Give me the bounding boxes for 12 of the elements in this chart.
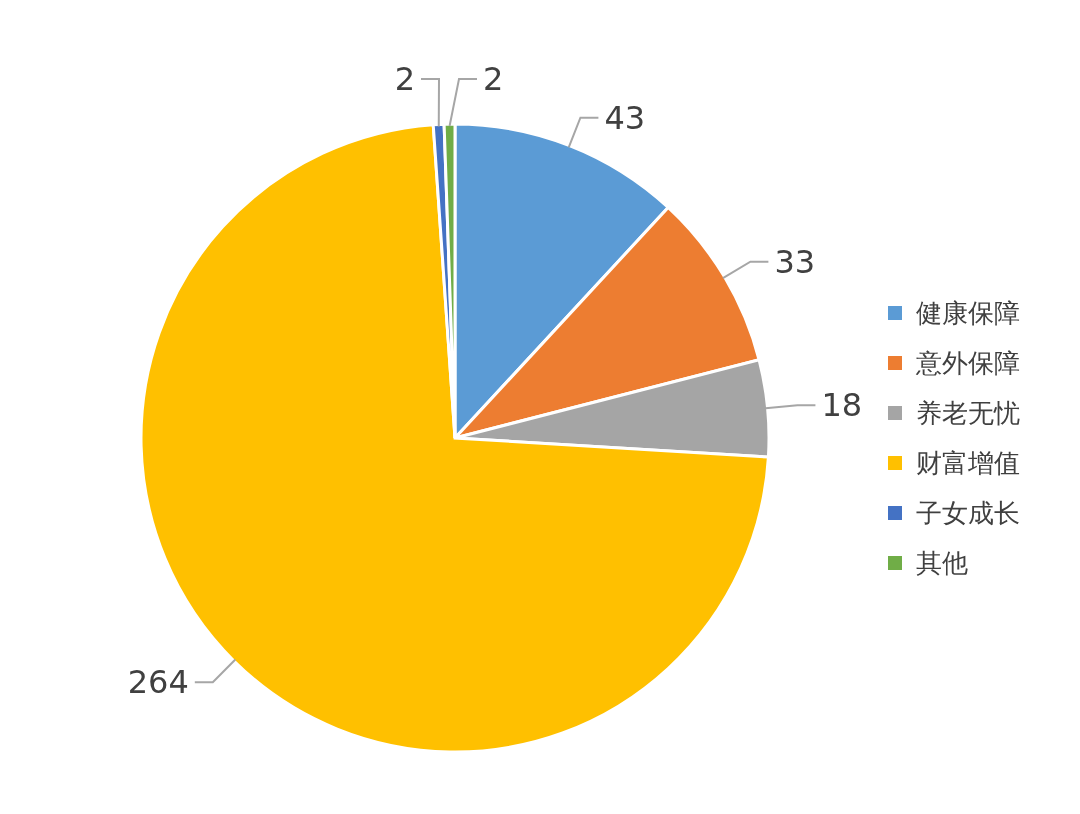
legend-label: 其他 bbox=[916, 548, 968, 579]
data-label: 2 bbox=[394, 60, 415, 99]
data-label: 18 bbox=[821, 386, 863, 425]
data-label: 33 bbox=[774, 242, 816, 281]
legend-label: 养老无忧 bbox=[916, 398, 1020, 429]
legend-label: 意外保障 bbox=[915, 348, 1020, 379]
data-label: 43 bbox=[604, 98, 646, 137]
data-label: 2 bbox=[483, 60, 504, 99]
data-label: 264 bbox=[127, 663, 189, 702]
legend-label: 财富增值 bbox=[916, 448, 1020, 479]
legend-label: 子女成长 bbox=[916, 498, 1020, 529]
legend-label: 健康保障 bbox=[916, 298, 1020, 329]
